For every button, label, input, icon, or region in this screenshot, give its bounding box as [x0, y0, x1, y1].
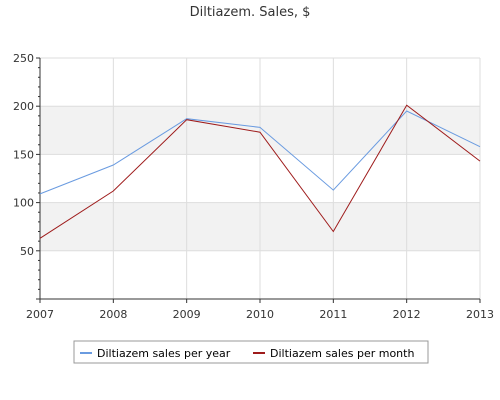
legend-box — [73, 340, 429, 364]
legend-label: Diltiazem sales per year — [97, 347, 231, 360]
series-lines — [39, 104, 481, 239]
grid-lines — [39, 57, 481, 299]
x-tick-label: 2007 — [26, 308, 54, 321]
x-tick-label: 2013 — [466, 308, 494, 321]
y-tick-label: 100 — [13, 197, 34, 210]
series-line-2 — [39, 104, 481, 239]
x-tick-label: 2009 — [173, 308, 201, 321]
axes — [36, 57, 481, 303]
x-tick-label: 2010 — [246, 308, 274, 321]
y-tick-label: 150 — [13, 148, 34, 161]
y-tick-label: 250 — [13, 52, 34, 65]
tick-labels: 50 100 150 200 250 2007 2008 2009 2010 2011 2012 20… — [13, 52, 494, 321]
x-tick-label: 2012 — [393, 308, 421, 321]
chart-title: Diltiazem. Sales, $ — [190, 5, 311, 20]
y-tick-label: 50 — [20, 245, 34, 258]
legend: Diltiazem sales per year Diltiazem sales … — [73, 340, 429, 364]
series-line-1 — [39, 110, 481, 195]
y-tick-label: 200 — [13, 100, 34, 113]
x-tick-label: 2008 — [99, 308, 127, 321]
legend-label: Diltiazem sales per month — [270, 347, 414, 360]
x-tick-label: 2011 — [319, 308, 347, 321]
